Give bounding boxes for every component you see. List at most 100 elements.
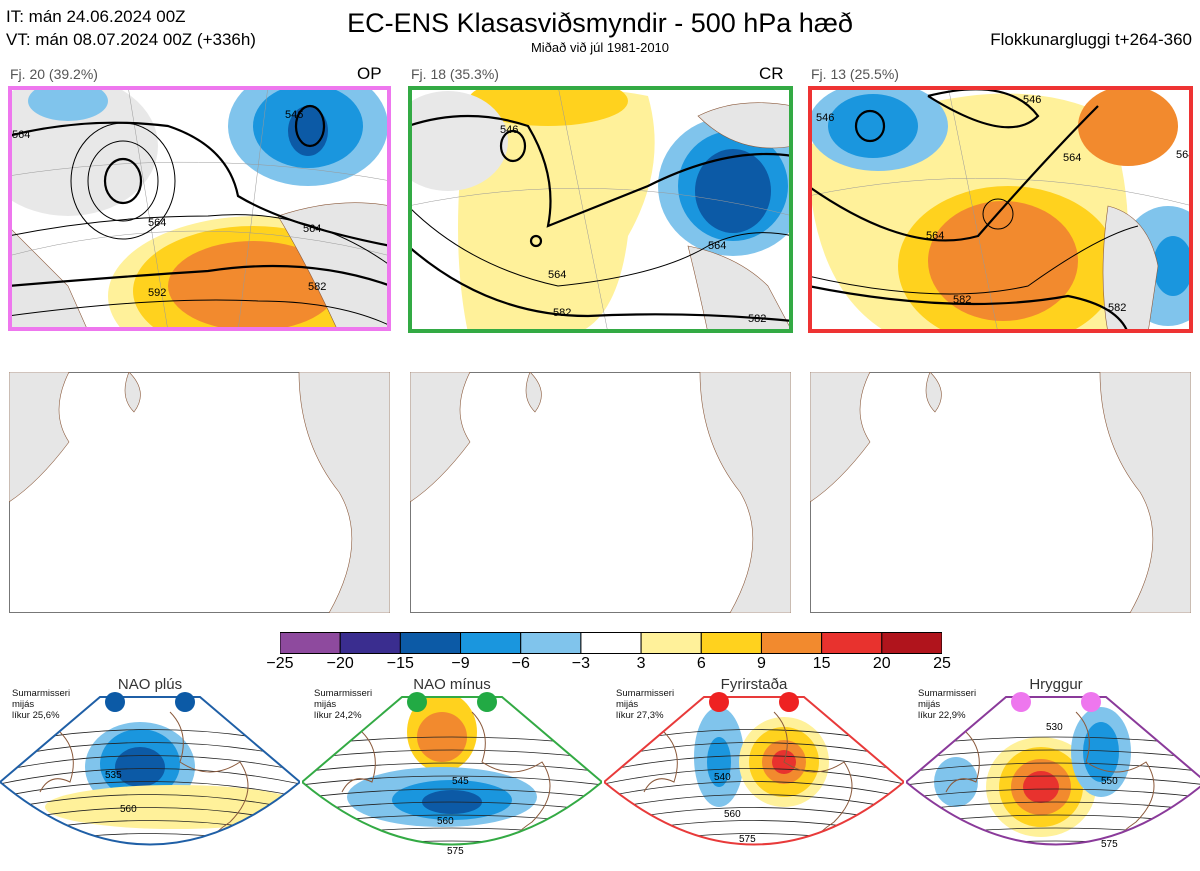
contour-label: 546 [285,109,303,121]
regime-info-line: líkur 25,6% [12,710,60,721]
regime-info-line: líkur 27,3% [616,710,664,721]
colorbar-tick-label: −25 [266,655,294,672]
regime-frame [302,696,602,846]
colorbar-tick-label: −20 [326,655,354,672]
regime-contour-label: 575 [447,846,464,857]
cluster-2-frame [408,86,793,333]
regime-map-1: 535 560 [0,692,300,846]
regime-title: NAO plús [117,676,183,693]
contour-label: 582 [553,307,571,319]
cluster-1-tag: OP [357,64,382,83]
regime-title: NAO mínus [413,676,491,693]
page-subtitle: Miðað við júl 1981-2010 [530,40,670,55]
regime-marker-dot [477,692,497,712]
cluster-2-label: Fj. 18 (35.3%) [411,66,499,82]
cluster-3-label: Fj. 13 (25.5%) [811,66,899,82]
regime-info: Sumarmisseri mijás líkur 22,9% [918,688,976,721]
regime-contour-label: 545 [452,776,469,787]
cluster-3-frame [808,86,1193,333]
contour-label: 582 [308,281,326,293]
contour-label: 564 [926,230,944,242]
regime-title: Hryggur [1029,676,1083,693]
contour-label: 582 [953,294,971,306]
page-title: EC-ENS Klasasviðsmyndir - 500 hPa hæð [347,8,853,38]
regime-contour-label: 550 [1101,776,1118,787]
contour-label: 582 [1108,302,1126,314]
regime-contour-label: 535 [105,770,122,781]
forecast-times: IT: mán 24.06.2024 00Z VT: mán 08.07.202… [6,5,256,51]
cluster-1-map: 564 546 564 592 564 582 [8,86,391,331]
regime-marker-dot [1011,692,1031,712]
contour-label: 564 [12,129,30,141]
regime-marker-dot [1081,692,1101,712]
regime-info-line: mijás [314,699,337,710]
regime-info-line: Sumarmisseri [12,688,71,699]
regime-info-line: Sumarmisseri [314,688,373,699]
colorbar-ticks: −25 −20 −15 −9 −6 −3 3 6 9 15 20 25 [266,655,950,675]
contour-label: 546 [1023,94,1041,106]
colorbar-tick-label: −6 [511,655,530,672]
regime-info-line: mijás [918,699,941,710]
colorbar-tick-label: 25 [933,655,951,672]
regime-info-line: mijás [12,699,35,710]
regime-marker-dot [105,692,125,712]
regime-map-3: 540 560 575 [604,692,904,846]
empty-map-3 [810,372,1191,613]
regime-contour-label: 530 [1046,722,1063,733]
regime-frame [0,696,300,846]
regime-info-line: líkur 24,2% [314,710,362,721]
regime-contour-label: 560 [437,816,454,827]
regime-info-line: mijás [616,699,639,710]
weather-regimes: 535 560 NAO plús Sumarmisseri mijás líkur 25,… [0,672,1200,871]
empty-map-2 [410,372,791,613]
regime-info: Sumarmisseri mijás líkur 24,2% [314,688,372,721]
regime-title: Fyrirstaða [720,676,788,693]
contour-label: 592 [148,287,166,299]
colorbar-swatch [580,632,642,654]
contour-label: 564 [548,269,566,281]
colorbar-swatch [881,632,943,654]
regime-contour-label: 575 [739,834,756,845]
contour-label: 564 [1176,149,1193,161]
contour-label: 564 [148,217,166,229]
regime-frame [604,696,904,846]
classification-window: Flokkunargluggi t+264-360 [990,30,1192,49]
colorbar-swatch [760,632,823,654]
contour-label: 564 [708,240,726,252]
contour-label: 564 [303,223,321,235]
colorbar-swatch [700,632,762,654]
colorbar-tick-label: −15 [386,655,414,672]
colorbar-swatch [339,632,401,654]
contour-label: 546 [500,124,518,136]
regime-info-line: Sumarmisseri [616,688,675,699]
cluster-2-map: 546 564 564 582 582 [408,86,793,333]
colorbar-swatch [520,632,582,654]
colorbar-swatch [821,632,883,654]
regime-info-line: Sumarmisseri [918,688,977,699]
regime-contour-label: 540 [714,772,731,783]
valid-time: VT: mán 08.07.2024 00Z (+336h) [6,30,256,49]
contour-label: 546 [816,112,834,124]
cluster-3-map: 546 546 564 564 582 582 564 [808,86,1193,333]
regime-contour-label: 560 [120,804,137,815]
colorbar-swatch [460,632,522,654]
cluster-1-frame [8,86,391,331]
contour-label: 564 [1063,152,1081,164]
regime-info: Sumarmisseri mijás líkur 27,3% [616,688,674,721]
regime-marker-dot [407,692,427,712]
regime-info: Sumarmisseri mijás líkur 25,6% [12,688,70,721]
regime-info-line: líkur 22,9% [918,710,966,721]
initial-time: IT: mán 24.06.2024 00Z [6,7,186,26]
cluster-1-label: Fj. 20 (39.2%) [10,66,98,82]
regime-marker-dot [779,692,799,712]
empty-map-1 [9,372,390,613]
colorbar [279,632,943,654]
regime-frame [906,696,1200,846]
regime-marker-dot [709,692,729,712]
cluster-2-tag: CR [759,64,784,83]
contour-label: 582 [748,313,766,325]
colorbar-tick-label: 9 [757,655,766,672]
colorbar-swatch [399,632,462,654]
regime-marker-dot [175,692,195,712]
colorbar-swatches [279,632,943,654]
